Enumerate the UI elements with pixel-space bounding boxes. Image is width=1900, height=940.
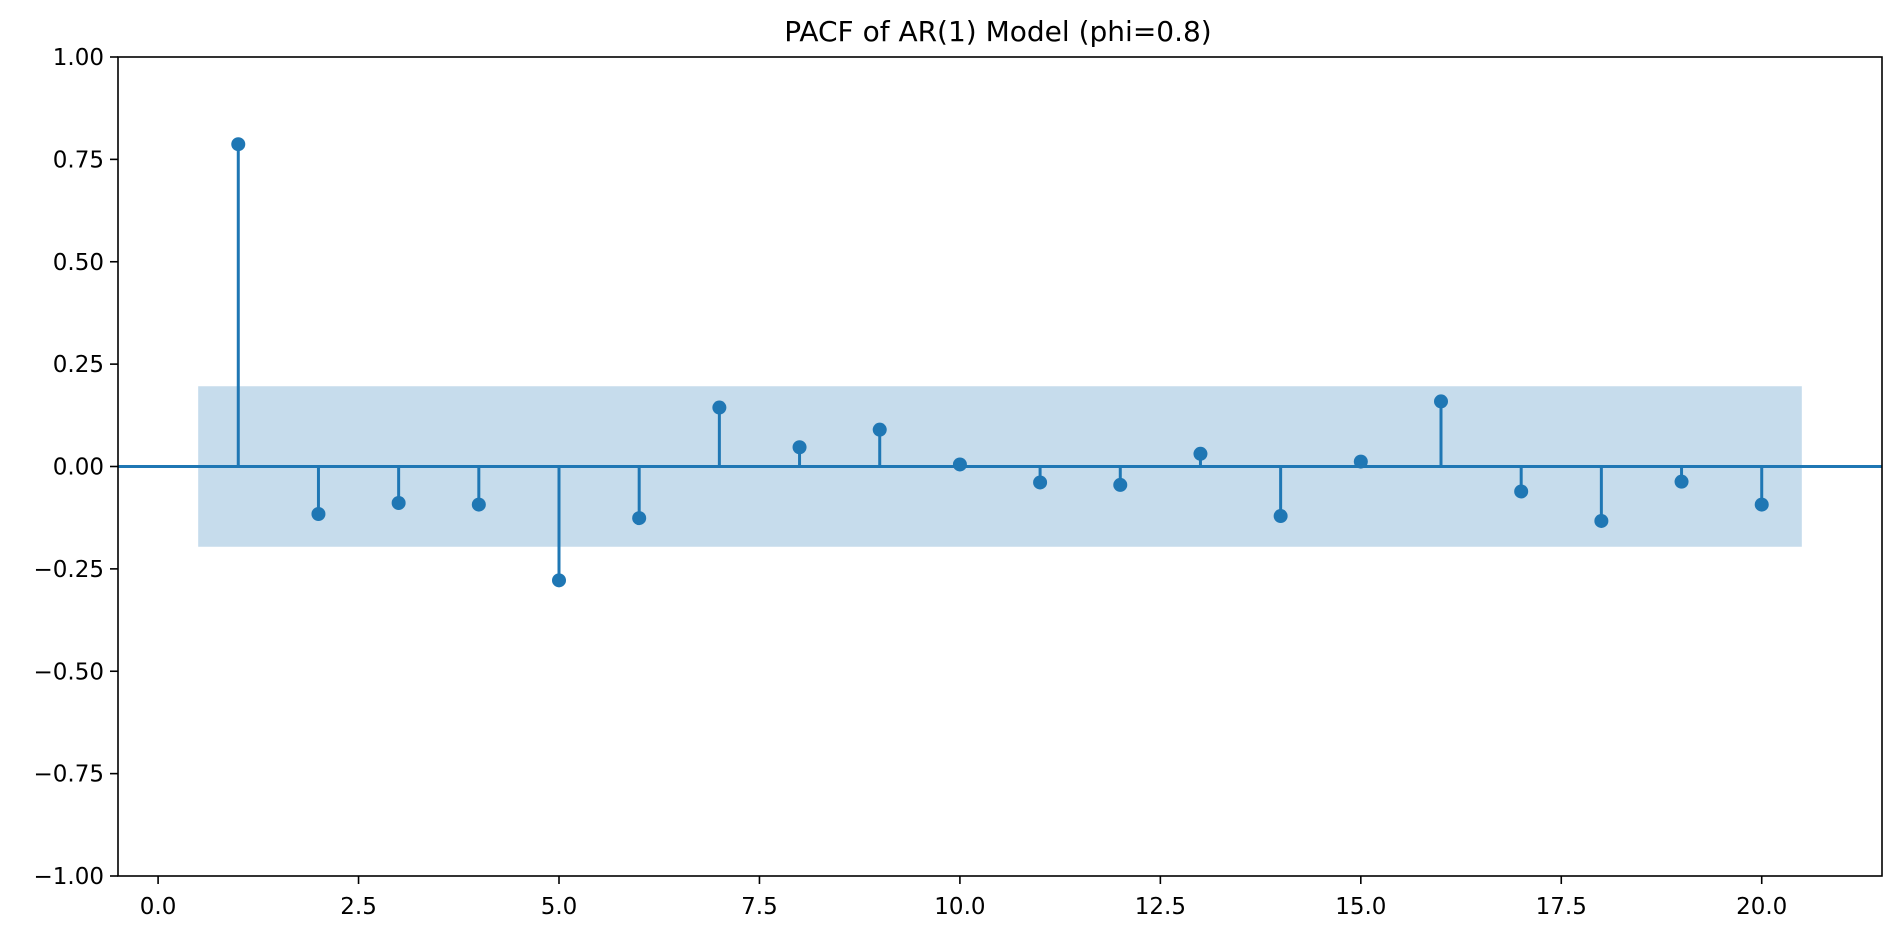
stem-marker-lag-13 [1193, 446, 1208, 461]
stem-marker-lag-4 [471, 497, 486, 512]
x-tick-label: 2.5 [340, 894, 377, 920]
stem-marker-lag-3 [391, 495, 406, 510]
stem-marker-lag-16 [1434, 394, 1448, 409]
x-tick-label: 20.0 [1736, 894, 1787, 920]
stem-marker-lag-18 [1594, 513, 1609, 528]
y-tick-label: 0.00 [53, 455, 104, 481]
y-tick-label: −0.25 [34, 557, 104, 583]
y-tick-label: 0.75 [53, 147, 104, 173]
tick-layer: 1.00 0.75 0.50 0.25 0.00 −0.25 −0.50 −0.75 −1.00… [34, 45, 1788, 920]
stem-marker-lag-6 [632, 511, 647, 526]
stem-marker-lag-5 [552, 573, 566, 588]
x-tick-label: 15.0 [1335, 894, 1386, 920]
stem-marker-lag-2 [311, 507, 326, 522]
stem-marker-lag-12 [1113, 477, 1128, 492]
y-tick-label: −0.50 [34, 659, 104, 685]
x-tick-label: 12.5 [1135, 894, 1186, 920]
stem-marker-lag-8 [792, 440, 807, 455]
stem-marker-lag-19 [1674, 474, 1689, 489]
x-tick-label: 5.0 [541, 894, 578, 920]
stem-marker-lag-20 [1754, 497, 1769, 512]
y-tick-label: 0.50 [53, 250, 104, 276]
stem-marker-lag-10 [952, 457, 967, 472]
stem-marker-lag-15 [1353, 454, 1368, 469]
y-tick-label: −0.75 [34, 762, 104, 788]
chart-title: PACF of AR(1) Model (phi=0.8) [784, 15, 1211, 48]
stem-marker-lag-1 [231, 137, 246, 152]
stem-marker-lag-9 [872, 422, 887, 437]
stem-marker-lag-17 [1514, 484, 1529, 499]
stem-marker-lag-14 [1273, 509, 1288, 524]
y-tick-label: 0.25 [53, 352, 104, 378]
y-tick-label: 1.00 [53, 45, 104, 71]
y-tick-label: −1.00 [34, 864, 104, 890]
stem-layer [118, 137, 1882, 588]
x-tick-label: 17.5 [1536, 894, 1587, 920]
x-tick-label: 10.0 [934, 894, 985, 920]
stem-marker-lag-7 [712, 400, 727, 415]
x-tick-label: 0.0 [140, 894, 177, 920]
stem-marker-lag-11 [1033, 475, 1048, 490]
x-tick-label: 7.5 [741, 894, 778, 920]
